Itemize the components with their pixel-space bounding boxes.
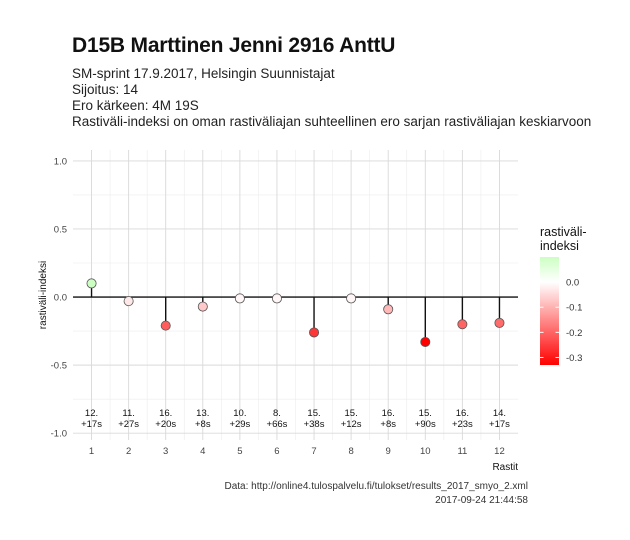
data-point — [160, 320, 171, 331]
x-tick-label: 5 — [237, 446, 242, 457]
y-tick-label: -0.5 — [51, 361, 67, 372]
data-point — [346, 293, 357, 304]
chart-title: D15B Marttinen Jenni 2916 AnttU — [72, 34, 396, 57]
x-tick-label: 1 — [89, 446, 94, 457]
x-tick-label: 2 — [126, 446, 131, 457]
grid — [73, 150, 518, 440]
point-label-rank: 10. — [233, 408, 246, 419]
data-point — [86, 278, 97, 289]
point-label-rank: 16. — [159, 408, 172, 419]
data-point — [420, 336, 431, 347]
data-point — [309, 327, 320, 338]
point-label-gap: +27s — [118, 419, 139, 430]
point-label-gap: +66s — [267, 419, 288, 430]
point-label-rank: 15. — [307, 408, 320, 419]
legend-tick-label: -0.1 — [566, 303, 582, 314]
legend-title: indeksi — [540, 239, 579, 253]
point-label-rank: 16. — [456, 408, 469, 419]
data-point — [494, 317, 505, 328]
point-label-rank: 13. — [196, 408, 209, 419]
point-label-gap: +17s — [489, 419, 510, 430]
x-tick-label: 9 — [386, 446, 391, 457]
legend-title: rastiväli- — [540, 225, 587, 239]
point-label-rank: 16. — [382, 408, 395, 419]
point-label-gap: +90s — [415, 419, 436, 430]
x-tick-label: 10 — [420, 446, 431, 457]
legend-colorbar — [540, 257, 559, 365]
x-tick-label: 7 — [311, 446, 316, 457]
x-tick-label: 6 — [274, 446, 279, 457]
point-label-rank: 11. — [122, 408, 135, 419]
legend-tick-label: -0.2 — [566, 328, 582, 339]
x-tick-label: 4 — [200, 446, 205, 457]
point-labels: 12.+17s11.+27s16.+20s13.+8s10.+29s8.+66s… — [81, 408, 510, 430]
point-label-gap: +20s — [155, 419, 176, 430]
y-axis-title: rastiväli-indeksi — [38, 261, 49, 329]
point-label-gap: +38s — [304, 419, 325, 430]
y-tick-label: 0.5 — [54, 224, 67, 235]
color-legend: rastiväli-indeksi 0.0 -0.1 -0.2 -0.3 — [540, 225, 587, 365]
subtitle-line-gap: Ero kärkeen: 4M 19S — [72, 98, 199, 113]
point-label-rank: 8. — [273, 408, 281, 419]
subtitle-line-description: Rastiväli-indeksi on oman rastiväliajan … — [72, 114, 592, 129]
subtitle-line-rank: Sijoitus: 14 — [72, 82, 139, 97]
x-tick-label: 8 — [348, 446, 353, 457]
subtitle-line-event: SM-sprint 17.9.2017, Helsingin Suunnista… — [72, 66, 335, 81]
y-tick-label: 1.0 — [54, 156, 67, 167]
point-label-gap: +29s — [229, 419, 250, 430]
points — [86, 278, 505, 347]
y-tick-label: -1.0 — [51, 429, 67, 440]
point-label-rank: 15. — [345, 408, 358, 419]
axes: 1.00.50.0-0.5-1.01 2 3 4 5 6 7 8 9 10 11 12Rastitra… — [38, 156, 518, 473]
point-label-gap: +8s — [195, 419, 211, 430]
data-point — [271, 293, 282, 304]
data-point — [234, 293, 245, 304]
point-label-gap: +17s — [81, 419, 102, 430]
legend-tick-label: -0.3 — [566, 353, 582, 364]
y-tick-label: 0.0 — [54, 293, 67, 304]
x-tick-label: 3 — [163, 446, 168, 457]
point-label-gap: +8s — [380, 419, 396, 430]
legend-tick-label: 0.0 — [566, 278, 579, 289]
point-label-gap: +12s — [341, 419, 362, 430]
point-label-gap: +23s — [452, 419, 473, 430]
data-point — [383, 304, 394, 315]
x-tick-label: 11 — [457, 446, 467, 457]
timestamp-caption: 2017-09-24 21:44:58 — [435, 495, 528, 506]
data-point — [123, 296, 134, 307]
data-point — [457, 319, 468, 330]
data-point — [197, 301, 208, 312]
data-source-caption: Data: http://online4.tulospalvelu.fi/tul… — [224, 481, 528, 492]
point-label-rank: 15. — [419, 408, 432, 419]
point-label-rank: 14. — [493, 408, 506, 419]
x-tick-label: 12 — [494, 446, 505, 457]
x-axis-title: Rastit — [492, 462, 518, 473]
point-label-rank: 12. — [85, 408, 98, 419]
